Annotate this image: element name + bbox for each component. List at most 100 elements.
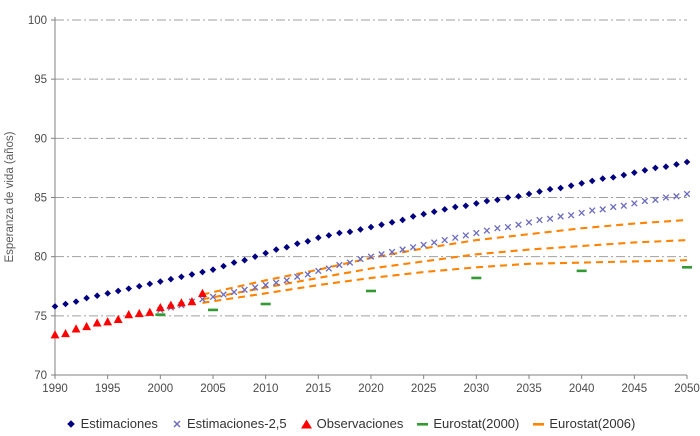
data-point-x: [283, 277, 290, 284]
data-point-diamond: [325, 232, 333, 239]
eurostat2006-line: [202, 218, 688, 296]
data-point-diamond: [178, 273, 185, 281]
data-point-x: [652, 196, 659, 204]
data-point-diamond: [167, 275, 175, 283]
data-point-diamond: [93, 292, 101, 300]
data-point-diamond: [251, 253, 259, 260]
data-point-x: [388, 248, 396, 256]
data-point-x: [494, 225, 501, 232]
data-point-diamond: [367, 223, 375, 231]
legend-item-estimaciones-2-5: Estimaciones-2,5: [171, 416, 287, 431]
legend-label: Eurostat(2006): [549, 416, 636, 431]
data-point-diamond: [536, 188, 543, 195]
data-point-x: [504, 223, 512, 231]
legend-item-estimaciones: Estimaciones: [65, 416, 158, 431]
eurostat2006-line: [202, 259, 688, 304]
data-point-diamond: [483, 197, 491, 205]
data-point-x: [620, 202, 628, 210]
data-point-diamond: [51, 303, 59, 310]
legend-item-eurostat-2006-: Eurostat(2006): [532, 416, 635, 431]
data-point-triangle: [92, 318, 102, 327]
data-point-diamond: [72, 298, 80, 305]
y-tick-label: 85: [34, 193, 47, 205]
data-point-x: [272, 279, 280, 286]
data-point-x: [367, 253, 375, 260]
data-point-x: [441, 236, 448, 244]
data-point-x: [452, 234, 459, 241]
data-point-triangle: [198, 288, 207, 297]
data-point-diamond: [609, 174, 617, 181]
data-point-x: [251, 284, 259, 291]
eurostat2006-line: [202, 239, 688, 301]
data-point-triangle: [50, 330, 60, 339]
data-point-triangle: [103, 317, 113, 326]
y-axis-title: Esperanza de vida (años): [4, 131, 16, 263]
data-point-x: [199, 296, 206, 303]
y-tick-label: 90: [34, 133, 47, 145]
data-point-diamond: [220, 262, 227, 270]
legend-marker-icon: [171, 418, 183, 430]
data-point-diamond: [420, 210, 427, 218]
data-point-x: [336, 261, 343, 269]
data-point-dash: [366, 289, 376, 293]
data-point-diamond: [683, 158, 691, 166]
data-point-x: [346, 259, 354, 266]
data-point-diamond: [378, 221, 385, 229]
data-point-x: [536, 216, 543, 224]
data-point-diamond: [441, 206, 449, 213]
data-point-x: [599, 206, 606, 213]
data-point-diamond: [262, 249, 269, 257]
legend-marker-icon: [65, 418, 77, 430]
data-point-x: [567, 211, 575, 219]
data-point-x: [473, 229, 480, 237]
legend-marker-icon: [532, 418, 545, 430]
x-tick-label: 2000: [148, 383, 174, 395]
data-point-x: [662, 194, 670, 201]
data-point-x: [683, 190, 691, 198]
data-point-x: [430, 239, 438, 246]
data-point-triangle: [166, 300, 176, 309]
data-point-x: [546, 215, 554, 223]
data-point-diamond: [83, 294, 90, 302]
data-point-x: [631, 200, 638, 207]
data-point-x: [325, 265, 333, 272]
data-point-triangle: [71, 324, 81, 333]
x-tick-label: 1990: [42, 383, 68, 395]
data-point-x: [557, 213, 564, 220]
data-point-diamond: [388, 219, 396, 226]
data-point-x: [357, 255, 364, 263]
data-point-diamond: [631, 169, 638, 176]
x-tick-label: 2005: [200, 383, 226, 395]
data-point-x: [241, 286, 248, 294]
legend-marker-icon: [416, 418, 429, 430]
data-point-triangle: [187, 297, 197, 306]
data-point-x: [641, 197, 649, 205]
data-point-triangle: [134, 308, 144, 318]
data-point-x: [304, 271, 312, 278]
data-point-diamond: [125, 285, 133, 292]
data-point-x: [610, 203, 617, 211]
data-point-x: [220, 291, 227, 298]
data-point-triangle: [145, 307, 155, 316]
data-point-diamond: [641, 166, 649, 174]
data-point-diamond: [304, 237, 312, 245]
legend-label: Eurostat(2000): [433, 416, 520, 431]
data-point-dash: [208, 308, 218, 312]
data-point-diamond: [209, 266, 217, 273]
data-point-diamond: [494, 196, 501, 204]
x-tick-label: 2010: [253, 383, 279, 395]
legend-label: Observaciones: [316, 416, 404, 431]
data-point-x: [294, 273, 301, 281]
data-point-diamond: [230, 259, 238, 266]
data-point-x: [230, 288, 238, 296]
data-point-diamond: [114, 287, 122, 295]
data-point-diamond: [578, 180, 585, 187]
data-point-diamond: [346, 228, 354, 236]
data-point-diamond: [662, 163, 670, 171]
data-point-diamond: [399, 216, 406, 224]
data-point-diamond: [567, 182, 575, 189]
data-point-x: [209, 293, 217, 301]
data-point-x: [673, 193, 680, 200]
data-point-diamond: [336, 229, 343, 237]
